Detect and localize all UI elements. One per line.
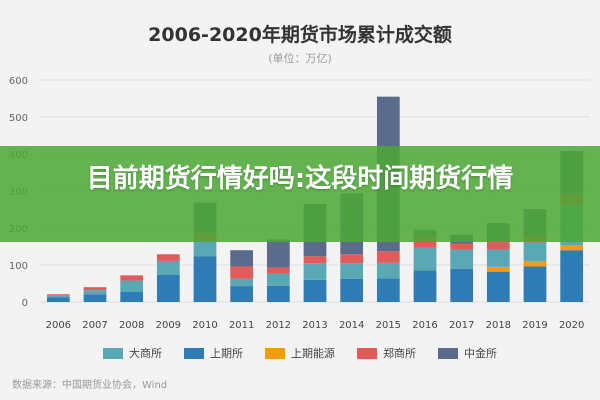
y-tick-label: 600 (9, 76, 28, 87)
headline-text: 目前期货行情好吗:这段时间期货行情 (86, 164, 514, 194)
headline-banner[interactable]: 目前期货行情好吗:这段时间期货行情 (0, 146, 600, 242)
bar-segment (450, 243, 474, 250)
legend-item: 大商所 (103, 344, 162, 362)
bar-segment (230, 278, 254, 287)
bar-segment (120, 275, 144, 281)
legend-label: 上期能源 (291, 347, 335, 360)
bar-segment (560, 250, 584, 302)
bar-segment (523, 266, 547, 302)
x-tick-label: 2020 (559, 320, 584, 331)
x-tick-label: 2016 (412, 320, 437, 331)
x-tick-label: 2013 (302, 320, 327, 331)
bar-segment (193, 240, 217, 257)
x-tick-label: 2010 (192, 320, 217, 331)
chart-legend: 大商所 上期所 上期能源 郑商所 中金所 (0, 344, 600, 362)
bar-segment (156, 260, 180, 275)
bar-segment (376, 251, 400, 263)
bar-segment (303, 279, 327, 302)
bar-segment (266, 239, 290, 268)
legend-swatch (438, 347, 458, 359)
x-tick-label: 2015 (376, 320, 401, 331)
legend-label: 中金所 (464, 347, 497, 360)
bar-segment (266, 267, 290, 274)
bar-segment (486, 242, 510, 250)
bar-segment (120, 291, 144, 302)
bar-segment (83, 287, 107, 291)
bar-segment (156, 274, 180, 302)
bar-segment (230, 286, 254, 302)
bar-segment (340, 263, 364, 279)
data-source: 数据来源：中国期货业协会，Wind (12, 380, 168, 391)
bar-segment (560, 245, 584, 251)
bar-segment (83, 290, 107, 295)
bar-segment (413, 270, 437, 302)
bar-segment (303, 256, 327, 264)
legend-item: 上期所 (184, 344, 243, 362)
bar-segment (46, 295, 70, 298)
bar-segment (46, 294, 70, 296)
chart-title: 2006-2020年期货市场累计成交额 (148, 24, 452, 46)
x-tick-label: 2018 (486, 320, 511, 331)
chart-subtitle: (单位：万亿) (268, 52, 332, 65)
legend-item: 中金所 (438, 344, 497, 362)
bar-segment (266, 273, 290, 286)
legend-swatch (184, 347, 204, 359)
x-tick-label: 2008 (119, 320, 144, 331)
bar-segment (340, 254, 364, 264)
bar-segment (376, 278, 400, 302)
legend-label: 上期所 (210, 347, 243, 360)
bar-segment (450, 268, 474, 302)
bar-segment (230, 250, 254, 267)
bar-segment (83, 294, 107, 302)
x-tick-label: 2006 (46, 320, 71, 331)
bar-segment (376, 262, 400, 279)
bar-segment (413, 236, 437, 248)
x-tick-label: 2019 (522, 320, 547, 331)
y-tick-label: 0 (22, 298, 28, 309)
legend-swatch (265, 347, 285, 359)
bar-segment (120, 280, 144, 292)
x-tick-label: 2009 (156, 320, 181, 331)
legend-swatch (103, 347, 123, 359)
legend-swatch (357, 347, 377, 359)
bar-segment (523, 260, 547, 267)
bar-segment (486, 266, 510, 272)
x-tick-label: 2014 (339, 320, 364, 331)
y-tick-label: 500 (9, 113, 28, 124)
legend-label: 郑商所 (383, 347, 416, 360)
y-tick-label: 100 (9, 261, 28, 272)
x-tick-label: 2011 (229, 320, 254, 331)
bar-segment (523, 242, 547, 261)
bar-segment (486, 271, 510, 302)
legend-item: 郑商所 (357, 344, 416, 362)
bar-segment (340, 278, 364, 302)
bar-segment (230, 266, 254, 279)
bar-segment (156, 254, 180, 261)
bar-segment (413, 247, 437, 271)
x-tick-label: 2012 (266, 320, 291, 331)
bar-segment (193, 256, 217, 302)
bar-segment (266, 285, 290, 302)
x-tick-label: 2007 (82, 320, 107, 331)
legend-item: 上期能源 (265, 344, 335, 362)
bar-segment (486, 249, 510, 267)
bar-segment (303, 263, 327, 280)
legend-label: 大商所 (129, 347, 162, 360)
bar-segment (450, 249, 474, 269)
x-tick-label: 2017 (449, 320, 474, 331)
bar-segment (46, 297, 70, 302)
